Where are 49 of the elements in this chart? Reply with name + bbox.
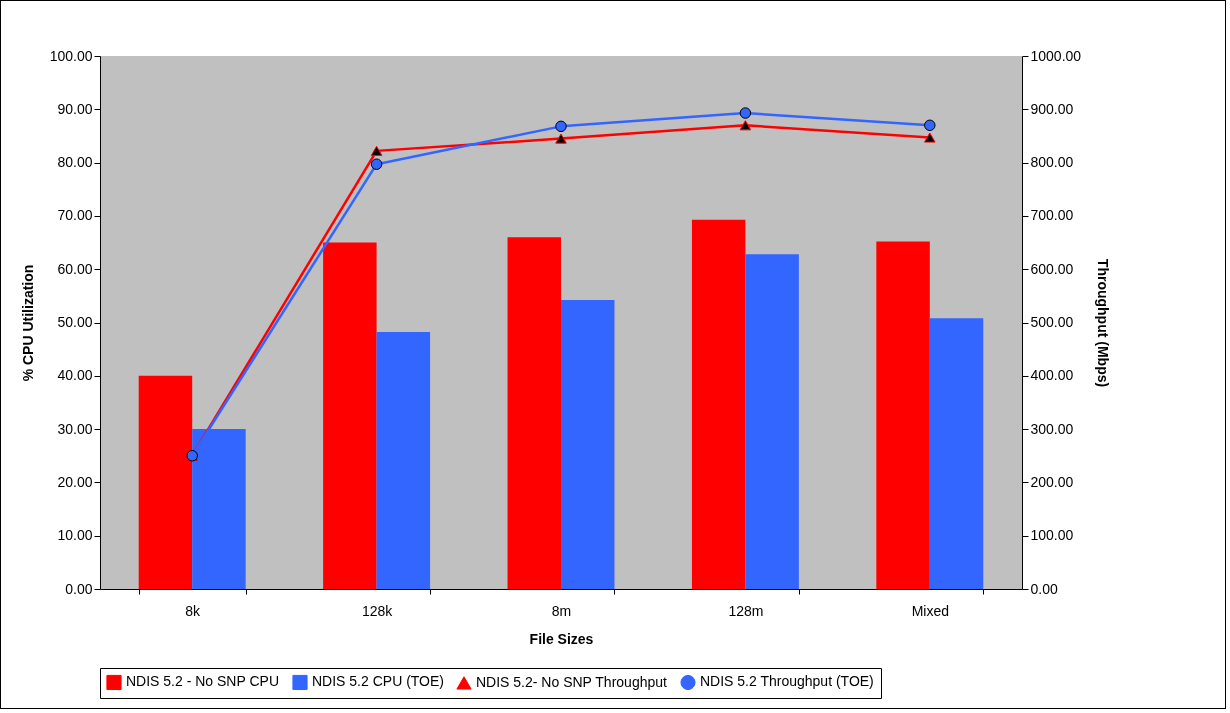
bar xyxy=(561,300,615,589)
point xyxy=(924,119,936,132)
y-tick-label: 30.00 xyxy=(57,420,93,437)
y-tick-label: 20.00 xyxy=(57,473,93,490)
bar xyxy=(691,219,746,589)
y-tick-label: 100.00 xyxy=(49,47,93,64)
point xyxy=(555,133,567,144)
y-tick-label: 90.00 xyxy=(57,100,93,117)
y-tick-label: 10.00 xyxy=(57,527,93,544)
y2-tick-label: 500.00 xyxy=(1030,314,1074,330)
y-tick-label: 40.00 xyxy=(57,367,93,384)
y2-tick-label: 100.00 xyxy=(1030,527,1074,544)
y2-tick-label: 700.00 xyxy=(1030,207,1074,224)
y2-tick-label: 900.00 xyxy=(1030,100,1074,117)
y2-tick-label: 400.00 xyxy=(1030,367,1074,384)
point xyxy=(370,158,383,170)
point xyxy=(555,120,567,133)
y2-tick-label: 600.00 xyxy=(1030,260,1074,277)
legend-label: NDIS 5.2 CPU (TOE) xyxy=(312,673,444,690)
y-tick-label: 60.00 xyxy=(57,260,93,277)
legend-label: NDIS 5.2- No SNP Throughput xyxy=(476,673,668,690)
y2-axis-title: Throughput (Mbps) xyxy=(1095,258,1112,388)
point xyxy=(924,132,936,143)
x-tick-label: 128k xyxy=(361,602,394,619)
y-axis-title: % CPU Utilization xyxy=(19,264,36,382)
x-tick-label: Mixed xyxy=(911,602,949,619)
y2-tick-label: 0.00 xyxy=(1030,580,1058,597)
point xyxy=(739,120,752,131)
y2-tick-label: 1000.00 xyxy=(1030,47,1082,64)
x-tick-label: 8k xyxy=(185,602,202,619)
x-tick-label: 128m xyxy=(728,602,764,619)
y-tick-label: 70.00 xyxy=(57,207,93,224)
legend-label: NDIS 5.2 - No SNP CPU xyxy=(126,673,280,690)
y-tick-label: 0.00 xyxy=(65,580,93,597)
point xyxy=(739,107,752,119)
y2-tick-label: 300.00 xyxy=(1030,420,1074,437)
legend-label: NDIS 5.2 Throughput (TOE) xyxy=(700,673,874,690)
y2-tick-label: 200.00 xyxy=(1030,473,1074,490)
bar xyxy=(876,241,930,589)
y-tick-label: 50.00 xyxy=(57,314,93,330)
bar xyxy=(507,237,561,589)
bar xyxy=(929,318,984,589)
bar xyxy=(745,254,799,589)
y2-tick-label: 800.00 xyxy=(1030,154,1074,171)
bar xyxy=(376,332,431,589)
x-axis-title: File Sizes xyxy=(529,630,594,647)
point xyxy=(370,145,383,156)
x-tick-label: 8m xyxy=(551,602,572,619)
y-tick-label: 80.00 xyxy=(57,154,93,171)
